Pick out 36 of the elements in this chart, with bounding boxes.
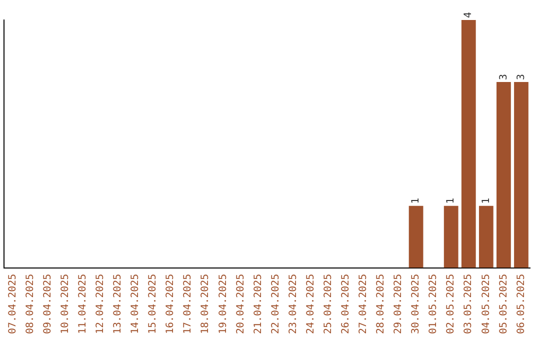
x-tick-label: 12.04.2025 (95, 274, 106, 334)
x-tick-label: 04.05.2025 (480, 274, 492, 334)
x-tick-label: 25.04.2025 (322, 274, 334, 334)
data-label: 3 (516, 74, 527, 80)
x-tick-label: 10.04.2025 (60, 274, 71, 334)
x-tick-label: 20.04.2025 (235, 274, 246, 334)
data-label: 3 (498, 74, 510, 80)
x-tick-label: 28.04.2025 (376, 274, 387, 334)
x-tick-label: 23.04.2025 (288, 274, 299, 334)
data-label: 1 (480, 198, 492, 204)
x-tick-label: 17.04.2025 (182, 274, 194, 334)
x-tick-label: 01.05.2025 (428, 274, 440, 334)
x-tick-label: 22.04.2025 (270, 274, 282, 334)
x-tick-label: 30.04.2025 (410, 274, 422, 334)
x-tick-label: 13.04.2025 (112, 274, 124, 334)
data-label: 1 (446, 198, 457, 204)
x-tick-label: 18.04.2025 (200, 274, 212, 334)
x-tick-label: 24.04.2025 (305, 274, 316, 334)
x-tick-label: 19.04.2025 (218, 274, 229, 334)
x-tick-label: 21.04.2025 (252, 274, 264, 334)
x-tick-label: 27.04.2025 (358, 274, 370, 334)
x-tick-label: 14.04.2025 (130, 274, 142, 334)
x-tick-label: 15.04.2025 (148, 274, 159, 334)
x-tick-label: 07.04.2025 (7, 274, 18, 334)
x-tick-label: 29.04.2025 (393, 274, 404, 334)
x-tick-label: 06.05.2025 (516, 274, 527, 334)
x-tick-label: 02.05.2025 (446, 274, 457, 334)
x-tick-label: 09.04.2025 (42, 274, 54, 334)
data-label: 4 (463, 12, 474, 18)
x-tick-label: 11.04.2025 (77, 274, 88, 334)
x-tick-label: 05.05.2025 (498, 274, 510, 334)
x-tick-label: 16.04.2025 (165, 274, 176, 334)
x-tick-label: 26.04.2025 (340, 274, 352, 334)
data-label: 1 (410, 198, 422, 204)
x-tick-label: 03.05.2025 (463, 274, 474, 334)
x-tick-label: 08.04.2025 (24, 274, 36, 334)
